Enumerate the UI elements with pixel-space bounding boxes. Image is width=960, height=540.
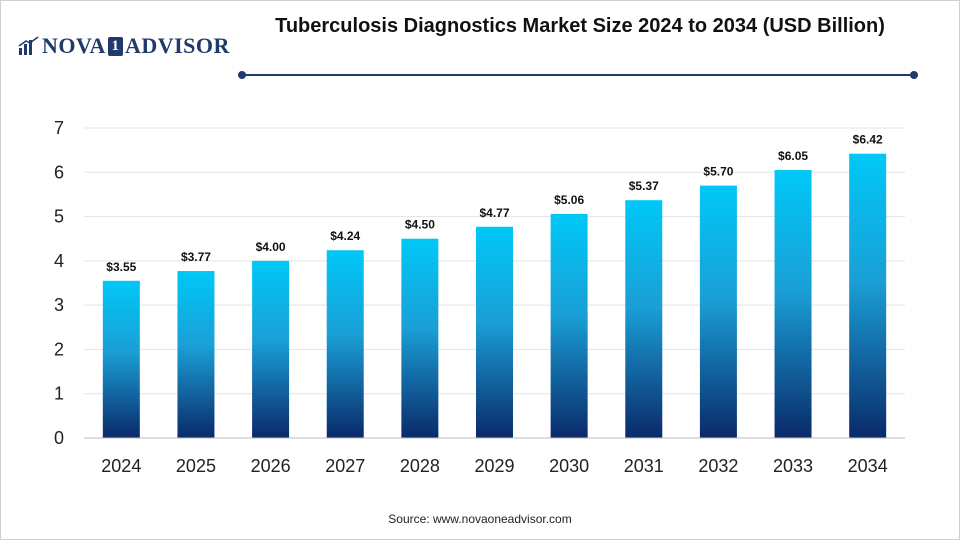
x-tick-label: 2024 — [101, 456, 141, 476]
y-tick-label: 5 — [54, 207, 64, 227]
bars — [102, 153, 887, 439]
x-tick-label: 2027 — [325, 456, 365, 476]
y-tick-label: 3 — [54, 295, 64, 315]
x-tick-label: 2030 — [549, 456, 589, 476]
bar-value-label: $4.00 — [256, 240, 286, 254]
y-tick-label: 1 — [54, 384, 64, 404]
bar — [326, 250, 364, 438]
bar-value-label: $5.37 — [629, 179, 659, 193]
bar — [476, 226, 513, 438]
bar — [774, 170, 812, 439]
y-tick-label: 6 — [54, 162, 64, 182]
logo-mark: 1 — [107, 36, 123, 56]
bar — [177, 271, 215, 438]
x-tick-label: 2032 — [698, 456, 738, 476]
bar — [252, 260, 290, 438]
bar-value-label: $5.70 — [703, 165, 733, 179]
bar-value-label: $5.06 — [554, 193, 584, 207]
bar-value-label: $3.55 — [106, 260, 136, 274]
bar-value-labels: $3.55 $3.77 $4.00 $4.24 $4.50 $4.77 $5.06 $5.37… — [106, 133, 883, 274]
y-tick-label: 4 — [54, 251, 64, 271]
bar-value-label: $4.24 — [330, 229, 360, 243]
y-tick-label: 0 — [54, 428, 64, 448]
title-rule-right-dot — [910, 71, 918, 79]
y-tick-label: 7 — [54, 118, 64, 138]
x-tick-label: 2026 — [251, 456, 291, 476]
logo-text-left: NOVA — [42, 33, 106, 58]
logo-text-right: ADVISOR — [124, 33, 230, 58]
nova-one-advisor-logo: NOVA 1 ADVISOR — [18, 32, 230, 60]
title-rule — [242, 74, 916, 76]
bar-value-label: $6.05 — [778, 149, 808, 163]
source-note: Source: www.novaoneadvisor.com — [388, 512, 572, 526]
bar-value-label: $4.77 — [479, 206, 509, 220]
bar-value-label: $4.50 — [405, 218, 435, 232]
x-tick-label: 2029 — [474, 456, 514, 476]
y-axis-ticks: 0 1 2 3 4 5 6 7 — [54, 118, 64, 448]
bar — [625, 200, 663, 438]
x-tick-label: 2025 — [176, 456, 216, 476]
bar — [849, 153, 887, 438]
x-tick-label: 2034 — [848, 456, 888, 476]
bar — [102, 280, 140, 438]
x-tick-label: 2028 — [400, 456, 440, 476]
x-axis-ticks: 2024 2025 2026 2027 2028 2029 2030 2031 2032 2033… — [101, 456, 887, 476]
title-rule-left-dot — [238, 71, 246, 79]
chart-title: Tuberculosis Diagnostics Market Size 202… — [275, 15, 885, 37]
x-tick-label: 2033 — [773, 456, 813, 476]
bar — [699, 185, 737, 438]
bar — [550, 213, 588, 438]
y-tick-label: 2 — [54, 339, 64, 359]
bar-value-label: $3.77 — [181, 250, 211, 264]
bar-value-label: $6.42 — [853, 133, 883, 147]
bar-chart-logo-icon — [18, 36, 39, 55]
x-tick-label: 2031 — [624, 456, 664, 476]
bar — [401, 238, 439, 438]
